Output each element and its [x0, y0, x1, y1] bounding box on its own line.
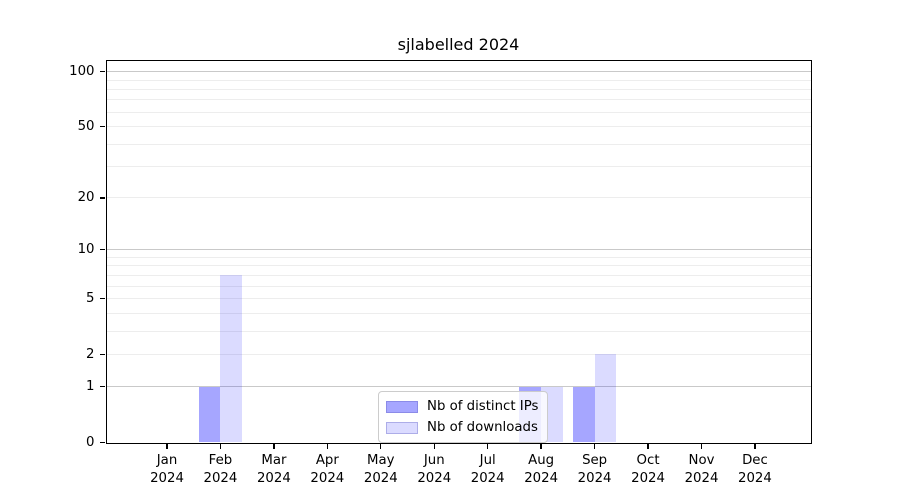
x-tick-label: Mar 2024	[242, 452, 306, 489]
gridline-minor	[106, 79, 811, 81]
x-tick-month: May	[367, 452, 395, 468]
legend-swatch-downloads	[386, 421, 418, 434]
gridline-minor	[106, 285, 811, 287]
x-tick-mark	[593, 442, 596, 449]
x-tick-label: Dec 2024	[723, 452, 787, 489]
x-tick-year: 2024	[738, 471, 772, 486]
x-tick-year: 2024	[470, 471, 505, 486]
x-tick-label: Apr 2024	[295, 452, 359, 489]
x-tick-label: Oct 2024	[616, 452, 680, 489]
x-tick-year: 2024	[256, 471, 291, 486]
x-tick-month: Dec	[742, 452, 768, 468]
x-tick-month: Jul	[479, 452, 496, 468]
y-tick-label: 100	[69, 64, 95, 80]
y-tick-mark	[99, 249, 105, 251]
bar-downloads	[220, 275, 243, 443]
legend-label-distinct-ips: Nb of distinct IPs	[427, 399, 539, 414]
x-tick-mark	[219, 442, 222, 449]
y-tick-label: 1	[86, 379, 95, 395]
x-tick-month: Aug	[528, 452, 555, 468]
legend-swatch-distinct-ips	[386, 400, 418, 413]
legend-item-distinct-ips: Nb of distinct IPs	[386, 399, 538, 414]
x-tick-label: Sep 2024	[563, 452, 627, 489]
gridline-minor	[106, 126, 811, 128]
x-tick-mark	[647, 442, 649, 449]
legend: Nb of distinct IPs Nb of downloads	[378, 391, 549, 443]
x-tick-mark	[166, 442, 168, 449]
x-tick-label: Feb 2024	[188, 452, 252, 489]
bar-distinct-ips	[198, 386, 221, 443]
bar-downloads	[594, 354, 617, 443]
gridline-minor	[106, 88, 811, 90]
gridline-major	[106, 71, 811, 73]
x-tick-year: 2024	[310, 471, 345, 486]
legend-label-downloads: Nb of downloads	[427, 420, 538, 435]
y-tick-mark	[99, 386, 105, 388]
x-tick-month: Feb	[208, 452, 233, 468]
x-tick-month: Jun	[423, 452, 445, 468]
x-tick-label: Jul 2024	[456, 452, 520, 489]
y-tick-mark	[99, 297, 105, 300]
x-tick-year: 2024	[150, 471, 184, 486]
x-tick-year: 2024	[684, 471, 719, 486]
gridline-minor	[106, 143, 811, 145]
x-tick-year: 2024	[524, 471, 559, 486]
x-tick-mark	[326, 442, 329, 449]
y-tick-label: 0	[86, 435, 95, 450]
bar-distinct-ips	[572, 386, 595, 443]
x-tick-year: 2024	[417, 471, 452, 486]
gridline-minor	[106, 353, 811, 355]
x-tick-mark	[540, 442, 542, 449]
x-tick-label: Jan 2024	[135, 452, 199, 489]
gridline-minor	[106, 166, 811, 168]
x-tick-month: Oct	[636, 452, 660, 468]
gridline-minor	[106, 111, 811, 113]
y-tick-mark	[99, 125, 105, 128]
gridline-minor	[106, 330, 811, 332]
gridline-minor	[106, 256, 811, 258]
y-tick-label: 2	[86, 346, 95, 362]
x-tick-mark	[700, 442, 703, 449]
y-tick-mark	[99, 197, 105, 199]
gridline-minor	[106, 274, 811, 276]
x-tick-label: Jun 2024	[402, 452, 466, 489]
plot-area: 0 1 2 5 10 20 50 100 Jan 2024 Feb 2024 Mar 2024 Apr 202…	[69, 59, 812, 486]
x-tick-mark	[273, 442, 275, 449]
y-tick-label: 10	[77, 242, 95, 258]
chart-title: sjlabelled 2024	[397, 35, 520, 54]
gridline-minor	[106, 99, 811, 101]
y-tick-label: 50	[77, 119, 95, 135]
y-tick-mark	[99, 70, 105, 73]
gridline-minor	[106, 197, 811, 199]
x-tick-month: Nov	[688, 452, 715, 468]
gridline-major	[106, 386, 811, 388]
gridline-minor	[106, 298, 811, 299]
x-tick-label: May 2024	[349, 452, 413, 489]
x-tick-month: Apr	[315, 452, 339, 468]
x-tick-mark	[754, 442, 756, 449]
x-tick-mark	[487, 442, 489, 449]
y-tick-mark	[99, 353, 105, 355]
x-tick-month: Mar	[261, 452, 287, 468]
legend-item-downloads: Nb of downloads	[386, 420, 538, 435]
x-tick-year: 2024	[203, 471, 238, 486]
y-tick-label: 5	[86, 291, 95, 306]
x-tick-year: 2024	[631, 471, 665, 486]
x-tick-month: Jan	[156, 452, 178, 468]
gridline-major	[106, 249, 811, 251]
y-tick-mark	[99, 441, 105, 444]
x-tick-year: 2024	[363, 471, 398, 486]
gridline-minor	[106, 265, 811, 267]
gridline-minor	[106, 312, 811, 314]
x-tick-label: Nov 2024	[670, 452, 734, 489]
x-tick-year: 2024	[577, 471, 612, 486]
x-tick-mark	[380, 442, 382, 449]
x-tick-mark	[433, 442, 435, 449]
x-tick-label: Aug 2024	[509, 452, 573, 489]
y-tick-label: 20	[77, 190, 95, 206]
x-tick-month: Sep	[582, 452, 608, 468]
